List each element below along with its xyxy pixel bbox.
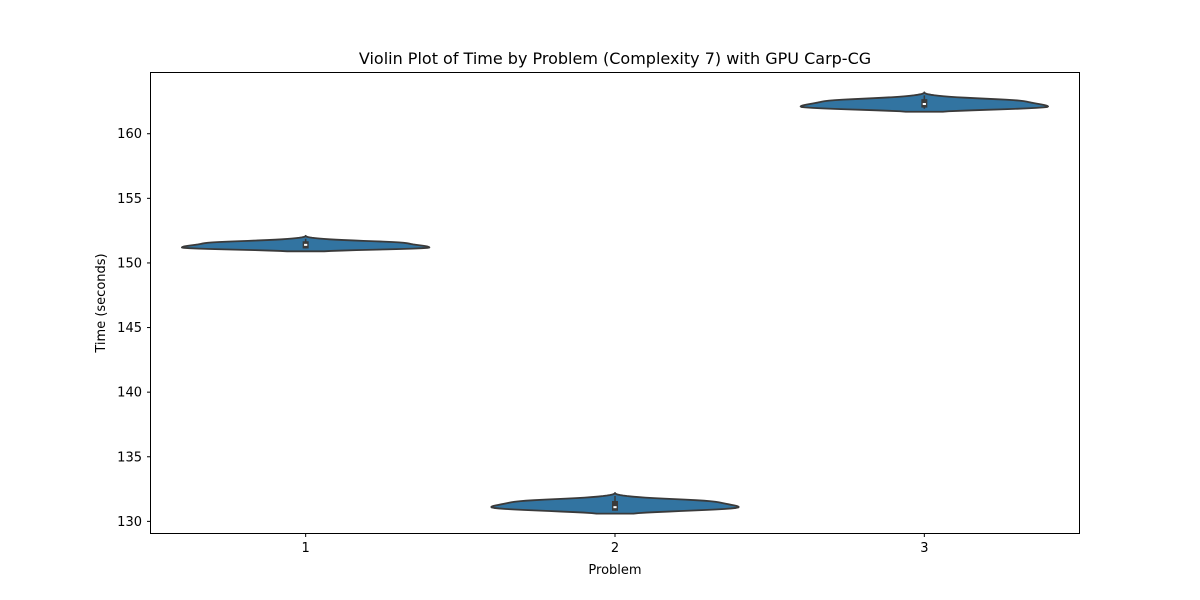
- y-tick-label: 160: [117, 127, 142, 142]
- x-tick: 2: [611, 533, 619, 556]
- y-tick-label: 140: [117, 386, 142, 401]
- y-tick: 135: [117, 450, 151, 465]
- x-tick-label: 1: [302, 541, 310, 556]
- y-tick-label: 135: [117, 450, 142, 465]
- y-tick: 140: [117, 386, 151, 401]
- y-tick: 150: [117, 256, 151, 271]
- y-tick: 130: [117, 515, 151, 530]
- y-tick-label: 150: [117, 256, 142, 271]
- chart-title: Violin Plot of Time by Problem (Complexi…: [359, 49, 871, 68]
- y-axis: 130 135 140 145 150 155 160: [117, 127, 151, 530]
- y-tick: 145: [117, 321, 151, 336]
- violin-1: [181, 234, 431, 253]
- x-tick-label: 3: [920, 541, 928, 556]
- x-axis-label: Problem: [588, 563, 641, 578]
- violin-median: [304, 243, 308, 246]
- y-tick-label: 130: [117, 515, 142, 530]
- x-tick-label: 2: [611, 541, 619, 556]
- y-tick-label: 145: [117, 321, 142, 336]
- violin-median: [922, 103, 926, 106]
- violins-layer: [181, 91, 1049, 515]
- plot-area-frame: [150, 72, 1080, 534]
- y-tick: 155: [117, 192, 151, 207]
- y-tick: 160: [117, 127, 151, 142]
- x-tick: 3: [920, 533, 928, 556]
- violin-median: [613, 506, 617, 509]
- violin-iqr-box: [612, 500, 618, 511]
- y-tick-label: 155: [117, 192, 142, 207]
- violin-2: [490, 492, 740, 515]
- y-axis-label: Time (seconds): [94, 253, 109, 353]
- violin-3: [799, 91, 1049, 113]
- x-axis: 1 2 3: [302, 533, 928, 556]
- x-tick: 1: [302, 533, 310, 556]
